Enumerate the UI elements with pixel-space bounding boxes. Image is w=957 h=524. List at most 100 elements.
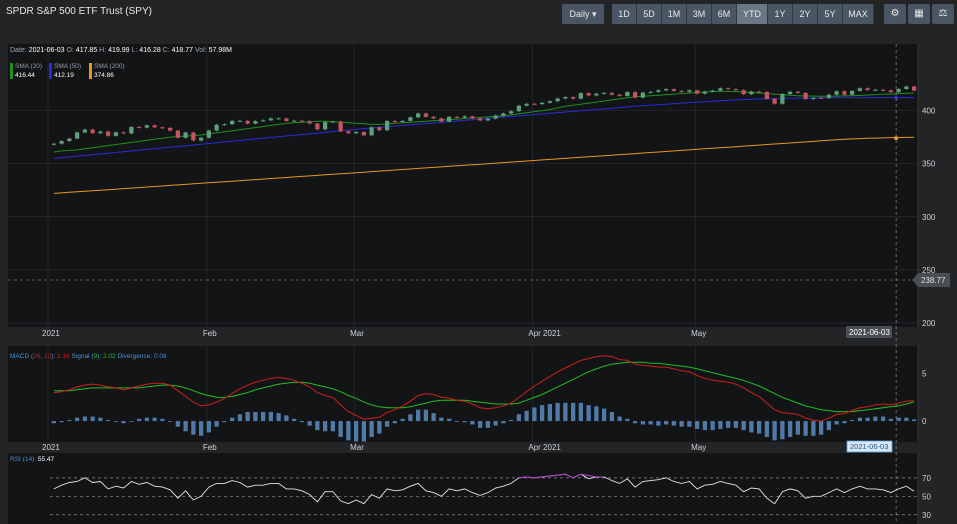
histogram-bar	[578, 402, 584, 422]
candle-body	[772, 98, 777, 104]
candle-body	[167, 127, 173, 131]
price-x-axis: 2021 Feb Mar Apr 2021 May	[42, 329, 706, 338]
chart-canvas[interactable]: Date: 2021-06-03 O: 417.85 H: 419.99 L: …	[0, 40, 957, 524]
price-tick-label: 250	[922, 266, 936, 275]
histogram-bar	[648, 421, 653, 425]
histogram-bar	[749, 421, 754, 433]
histogram-bar	[51, 421, 57, 424]
histogram-bar	[632, 421, 638, 424]
histogram-bar	[160, 418, 165, 422]
candle-body	[361, 132, 367, 136]
candle-body	[322, 122, 328, 130]
range-button-2y[interactable]: 2Y	[793, 4, 818, 24]
histogram-bar	[299, 421, 305, 423]
range-button-5y[interactable]: 5Y	[818, 4, 843, 24]
sma20-line	[53, 90, 915, 153]
candle-body	[470, 116, 475, 119]
histogram-bar	[710, 421, 715, 431]
histogram-bar	[896, 417, 901, 422]
histogram-bar	[198, 421, 204, 436]
candle-body	[741, 90, 746, 95]
candle-body	[384, 120, 390, 131]
histogram-bar	[229, 417, 235, 422]
reference-value: 238.77	[921, 276, 946, 285]
range-selector: 1D 5D 1M 3M 6M YTD 1Y 2Y 5Y MAX	[612, 4, 874, 24]
histogram-bar	[780, 421, 785, 440]
histogram-bar	[369, 421, 374, 437]
sma50-label: SMA (50)	[54, 63, 81, 70]
range-button-6m[interactable]: 6M	[712, 4, 737, 24]
histogram-bar	[485, 421, 491, 428]
histogram-bar	[477, 421, 483, 428]
price-plot	[51, 85, 917, 194]
candle-body	[849, 90, 855, 95]
x-tick-label: Feb	[203, 443, 217, 452]
macd-name: MACD	[10, 353, 29, 360]
histogram-bar	[408, 414, 413, 422]
sma-legend: SMA (20) 416.44 SMA (50) 412.19 SMA (200…	[10, 63, 125, 79]
range-button-5d[interactable]: 5D	[637, 4, 662, 24]
histogram-bar	[640, 421, 646, 425]
candle-body	[338, 121, 343, 132]
histogram-bar	[656, 421, 661, 426]
histogram-bar	[400, 418, 405, 422]
candle-body	[400, 120, 405, 122]
histogram-bar	[772, 421, 777, 441]
histogram-bar	[586, 405, 591, 422]
candle-body	[454, 116, 460, 118]
compare-button[interactable]: ⚖	[932, 4, 954, 24]
range-button-1y[interactable]: 1Y	[768, 4, 793, 24]
histogram-bar	[415, 409, 421, 422]
histogram-bar	[818, 421, 824, 435]
settings-button[interactable]: ⚙	[884, 4, 906, 24]
candle-body	[214, 124, 219, 131]
candle-body	[198, 137, 204, 141]
histogram-bar	[834, 421, 839, 425]
price-tick-label: 200	[922, 319, 936, 328]
histogram-bar	[361, 421, 367, 442]
candle-body	[888, 90, 894, 93]
sma50-swatch	[49, 63, 52, 79]
interval-dropdown[interactable]: Daily ▾	[562, 4, 604, 24]
rsi-tick-label: 70	[922, 474, 931, 483]
histogram-bar	[105, 419, 111, 422]
candle-body	[671, 89, 677, 91]
candle-body	[663, 89, 669, 91]
candle-body	[253, 121, 258, 124]
candle-body	[803, 92, 808, 99]
histogram-bar	[687, 421, 692, 427]
candle-body	[570, 97, 576, 99]
range-button-3m[interactable]: 3M	[687, 4, 712, 24]
range-button-1m[interactable]: 1M	[662, 4, 687, 24]
rsi-overbought-segment	[518, 473, 605, 479]
histogram-bar	[74, 417, 80, 422]
rsi-line	[53, 473, 915, 505]
candle-body	[640, 92, 646, 98]
histogram-bar	[237, 414, 243, 422]
histogram-bar	[617, 416, 622, 422]
range-button-1d[interactable]: 1D	[612, 4, 637, 24]
macd-value: 2.16	[57, 353, 70, 360]
histogram-bar	[787, 421, 793, 437]
range-button-ytd[interactable]: YTD	[737, 4, 768, 24]
candle-body	[113, 132, 119, 136]
candle-body	[826, 94, 832, 99]
histogram-bar	[524, 410, 529, 422]
candle-body	[818, 97, 824, 99]
histogram-bar	[470, 421, 475, 425]
candle-body	[547, 101, 553, 103]
histogram-bar	[392, 421, 398, 424]
histogram-bar	[291, 418, 297, 422]
candle-body	[369, 127, 374, 136]
candle-body	[857, 88, 863, 91]
histogram-bar	[268, 411, 274, 422]
candle-body	[880, 89, 886, 91]
candle-body	[392, 120, 398, 122]
candle-body	[183, 132, 188, 138]
candle-body	[524, 103, 529, 106]
calculator-button[interactable]: ▦	[908, 4, 930, 24]
candle-body	[904, 86, 909, 89]
x-tick-label: Mar	[350, 443, 364, 452]
rsi-tick-label: 50	[922, 492, 931, 501]
range-button-max[interactable]: MAX	[843, 4, 874, 24]
